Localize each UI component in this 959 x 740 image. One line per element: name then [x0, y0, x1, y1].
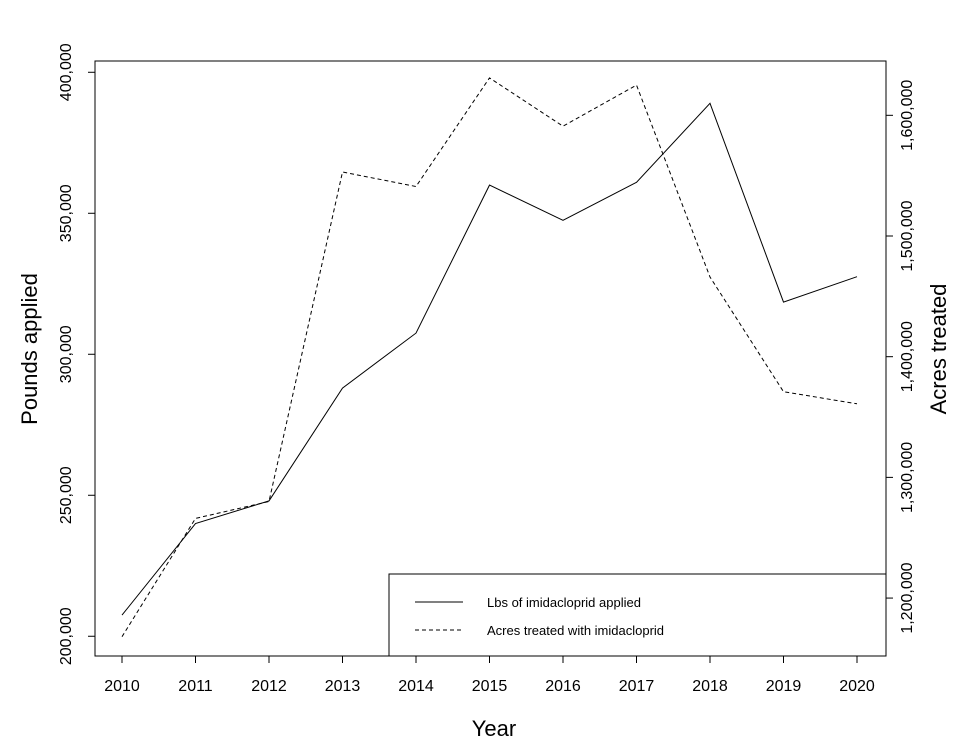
right-y-tick-label: 1,200,000 — [899, 562, 916, 633]
legend: Lbs of imidacloprid applied Acres treate… — [388, 573, 887, 657]
plot-area — [94, 60, 887, 657]
left-y-axis-title: Pounds applied — [17, 273, 42, 425]
left-y-axis: 200,000 250,000 300,000 350,000 400,000 — [58, 43, 95, 665]
x-tick-label: 2011 — [178, 678, 213, 695]
x-tick-label: 2016 — [545, 678, 581, 695]
left-y-tick-label: 300,000 — [58, 325, 75, 383]
right-y-tick-label: 1,600,000 — [899, 80, 916, 151]
right-y-axis: 1,200,000 1,300,000 1,400,000 1,500,000 1,60… — [886, 80, 916, 634]
x-tick-label: 2012 — [251, 678, 287, 695]
legend-box — [388, 573, 887, 657]
x-tick-label: 2010 — [104, 678, 140, 695]
series-line-acres-treated — [121, 77, 858, 637]
series-lines — [121, 77, 858, 637]
left-y-tick-label: 400,000 — [58, 43, 75, 101]
x-tick-label: 2019 — [766, 678, 802, 695]
x-tick-label: 2018 — [692, 678, 728, 695]
x-axis-title: Year — [472, 716, 516, 740]
left-y-tick-label: 350,000 — [58, 184, 75, 242]
legend-label-acres: Acres treated with imidacloprid — [487, 623, 664, 638]
right-y-tick-label: 1,400,000 — [899, 321, 916, 392]
series-line-lbs-applied — [121, 102, 858, 616]
left-y-tick-label: 250,000 — [58, 466, 75, 524]
x-tick-label: 2015 — [472, 678, 508, 695]
right-y-tick-label: 1,500,000 — [899, 200, 916, 271]
x-axis: 2010 2011 2012 2013 2014 2015 2016 2017 2018 2019… — [104, 656, 875, 695]
legend-label-lbs: Lbs of imidacloprid applied — [487, 595, 641, 610]
x-tick-label: 2017 — [619, 678, 655, 695]
plot-frame — [94, 60, 887, 657]
right-y-tick-label: 1,300,000 — [899, 442, 916, 513]
x-tick-label: 2020 — [839, 678, 875, 695]
left-y-tick-label: 200,000 — [58, 607, 75, 665]
x-tick-label: 2014 — [398, 678, 434, 695]
x-tick-label: 2013 — [325, 678, 361, 695]
right-y-axis-title: Acres treated — [926, 284, 951, 415]
